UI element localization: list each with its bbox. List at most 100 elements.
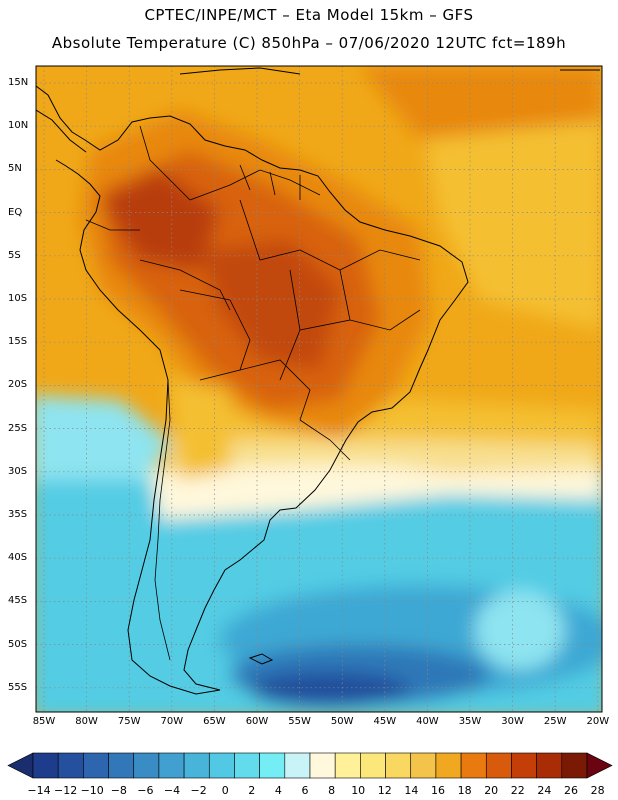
temperature-field (36, 66, 602, 712)
border-brazil-states (239, 199, 421, 381)
lon-label-55w: 55W (288, 716, 311, 727)
lat-label-55s: 55S (8, 681, 28, 693)
lat-label-35s: 35S (8, 509, 28, 520)
colorbar-label-4: 4 (274, 784, 282, 797)
colorbar-label--4: −4 (163, 784, 181, 797)
colorbar-label-0: 0 (221, 784, 229, 797)
colorbar (7, 752, 613, 779)
field-orange-north (360, 66, 602, 140)
colorbar-label-26: 26 (564, 784, 578, 797)
lon-label-35w: 35W (458, 716, 482, 727)
colorbar-swatch-3 (108, 752, 135, 779)
lat-label-10s: 10S (8, 293, 28, 304)
field-yellow-north-atlantic (420, 120, 602, 330)
border-uruguay (299, 419, 351, 461)
lat-label-5s: 5S (8, 249, 21, 261)
colorbar-swatch-17 (460, 752, 487, 779)
field-andes-yellow (170, 380, 230, 480)
border-guianas (239, 164, 301, 200)
colorbar-left-arrow (7, 752, 34, 779)
coastline-caribbean-islands (179, 67, 301, 75)
lat-label-25s: 25S (8, 422, 28, 434)
colorbar-swatch-20 (536, 752, 563, 779)
colorbar-label-24: 24 (537, 784, 552, 797)
lat-label-10n: 10N (8, 120, 29, 132)
border-ecuador-peru (85, 219, 140, 231)
lon-label-85w: 85W (32, 716, 56, 727)
colorbar-swatch-2 (83, 752, 109, 779)
colorbar-label-2: 2 (248, 784, 256, 797)
lon-label-45w: 45W (373, 716, 397, 727)
colorbar-label-12: 12 (377, 784, 392, 797)
colorbar-label-22: 22 (510, 784, 525, 797)
border-argentina-chile (154, 379, 171, 661)
lat-label-20s: 20S (8, 379, 28, 391)
colorbar-swatch-10 (284, 752, 311, 779)
border-venezuela-colombia (139, 125, 191, 201)
field-very-hot-interior (200, 240, 340, 370)
colorbar-swatch-12 (334, 752, 361, 779)
lat-label-50s: 50S (8, 638, 28, 650)
colorbar-label-18: 18 (457, 784, 472, 797)
colorbar-swatch-11 (309, 752, 336, 779)
lon-label-25w: 25W (543, 716, 567, 727)
border-peru-brazil (139, 259, 231, 311)
lon-label-40w: 40W (416, 716, 439, 727)
colorbar-swatch-19 (511, 752, 537, 779)
lon-label-50w: 50W (330, 716, 354, 727)
lon-label-20w: 20W (586, 716, 610, 727)
field-cyclone (475, 590, 565, 670)
colorbar-swatch-5 (158, 752, 185, 779)
colorbar-swatch-0 (32, 752, 59, 779)
colorbar-label--10: −10 (80, 784, 104, 797)
colorbar-swatch-4 (133, 752, 160, 779)
lon-label-30w: 30W (501, 716, 524, 727)
lat-label-30s: 30S (8, 465, 28, 477)
colorbar-swatch-16 (435, 752, 462, 779)
colorbar-label--6: −6 (137, 784, 154, 797)
colorbar-swatch-13 (360, 752, 386, 779)
colorbar-swatch-8 (234, 752, 260, 779)
colorbar-label-6: 6 (301, 784, 309, 797)
coastline-south-america (36, 85, 469, 695)
lon-label-70w: 70W (160, 716, 184, 727)
lon-label-60w: 60W (245, 716, 269, 727)
colorbar-swatch-21 (561, 752, 588, 779)
colorbar-swatch-18 (485, 752, 512, 779)
colorbar-swatch-15 (410, 752, 437, 779)
colorbar-label-16: 16 (431, 784, 445, 797)
lat-label-5n: 5N (8, 163, 22, 175)
coastline-central-america (36, 109, 87, 153)
coastline-falklands (248, 653, 274, 665)
colorbar-swatch-6 (183, 752, 210, 779)
colorbar-label--8: −8 (110, 784, 127, 797)
colorbar-label-14: 14 (404, 784, 419, 797)
map-title-line1: CPTEC/INPE/MCT – Eta Model 15km – GFS (144, 6, 474, 24)
field-cold-pacific (36, 395, 170, 480)
lon-label-80w: 80W (75, 716, 98, 727)
lon-label-75w: 75W (117, 716, 141, 727)
colorbar-right-arrow (586, 752, 613, 779)
colorbar-label-8: 8 (328, 784, 336, 797)
field-light-yellow-band (170, 440, 602, 470)
colorbar-swatch-14 (385, 752, 412, 779)
lat-label-15n: 15N (8, 77, 29, 88)
colorbar-label-28: 28 (590, 784, 605, 797)
lat-label-45s: 45S (8, 595, 28, 607)
lat-label-15s: 15S (8, 336, 28, 348)
coastlines (36, 67, 600, 695)
field-darkest-blue (250, 672, 410, 708)
field-very-hot-core (100, 170, 220, 270)
field-cream-band (150, 460, 602, 520)
colorbar-swatch-7 (208, 752, 235, 779)
border-paraguay (239, 359, 311, 421)
map-frame (35, 65, 603, 713)
colorbar-label--14: −14 (27, 784, 51, 797)
country-borders (85, 125, 421, 661)
border-bolivia (179, 289, 251, 381)
colorbar-swatch-1 (57, 752, 84, 779)
colorbar-label-20: 20 (484, 784, 499, 797)
colorbar-label-10: 10 (351, 784, 366, 797)
lat-label-eq: EQ (8, 206, 23, 218)
